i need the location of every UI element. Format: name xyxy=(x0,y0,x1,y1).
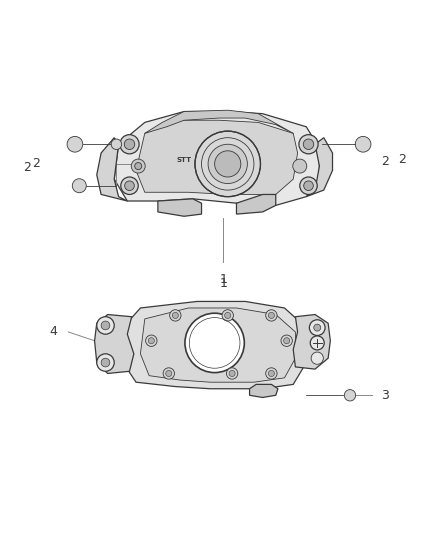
Circle shape xyxy=(355,136,371,152)
Circle shape xyxy=(293,159,307,173)
Circle shape xyxy=(300,177,317,195)
Text: 1: 1 xyxy=(219,277,227,290)
Circle shape xyxy=(303,139,314,149)
Circle shape xyxy=(284,338,290,344)
Circle shape xyxy=(163,368,174,379)
Circle shape xyxy=(146,335,157,346)
Text: 2: 2 xyxy=(32,157,39,171)
Circle shape xyxy=(101,321,110,330)
Circle shape xyxy=(148,338,154,344)
Circle shape xyxy=(170,310,181,321)
Circle shape xyxy=(185,313,244,373)
Circle shape xyxy=(266,368,277,379)
Circle shape xyxy=(124,139,135,149)
Circle shape xyxy=(208,144,247,183)
Polygon shape xyxy=(306,138,332,197)
Text: 2: 2 xyxy=(23,161,31,174)
Circle shape xyxy=(125,181,134,190)
Circle shape xyxy=(172,312,178,318)
Polygon shape xyxy=(158,199,201,216)
Circle shape xyxy=(310,336,324,350)
Circle shape xyxy=(131,159,145,173)
Circle shape xyxy=(72,179,86,193)
Circle shape xyxy=(268,370,275,376)
Circle shape xyxy=(67,136,83,152)
Polygon shape xyxy=(293,314,330,369)
Circle shape xyxy=(281,335,292,346)
Circle shape xyxy=(97,354,114,372)
Circle shape xyxy=(97,317,114,334)
Circle shape xyxy=(309,320,325,335)
Polygon shape xyxy=(136,120,297,195)
Text: 3: 3 xyxy=(381,389,389,402)
Polygon shape xyxy=(141,308,295,382)
Text: 4: 4 xyxy=(49,326,57,338)
Circle shape xyxy=(268,312,275,318)
Circle shape xyxy=(222,310,233,321)
Circle shape xyxy=(120,135,139,154)
Circle shape xyxy=(311,352,323,364)
Circle shape xyxy=(344,390,356,401)
Circle shape xyxy=(299,135,318,154)
Circle shape xyxy=(215,151,241,177)
Text: STT: STT xyxy=(177,157,192,163)
Text: 2: 2 xyxy=(381,155,389,168)
Polygon shape xyxy=(114,111,319,205)
Circle shape xyxy=(225,312,231,318)
Text: 2: 2 xyxy=(399,153,406,166)
Polygon shape xyxy=(97,138,127,201)
Polygon shape xyxy=(123,302,306,389)
Circle shape xyxy=(229,370,235,376)
Polygon shape xyxy=(250,384,278,398)
Circle shape xyxy=(304,181,313,190)
Circle shape xyxy=(195,131,261,197)
Polygon shape xyxy=(95,314,134,374)
Text: 1: 1 xyxy=(219,273,227,286)
Circle shape xyxy=(135,163,142,169)
Polygon shape xyxy=(237,195,276,214)
Circle shape xyxy=(121,177,138,195)
Circle shape xyxy=(266,310,277,321)
Circle shape xyxy=(101,358,110,367)
Circle shape xyxy=(111,139,122,149)
Circle shape xyxy=(226,368,238,379)
Circle shape xyxy=(166,370,172,376)
Circle shape xyxy=(314,324,321,331)
Polygon shape xyxy=(145,110,293,133)
